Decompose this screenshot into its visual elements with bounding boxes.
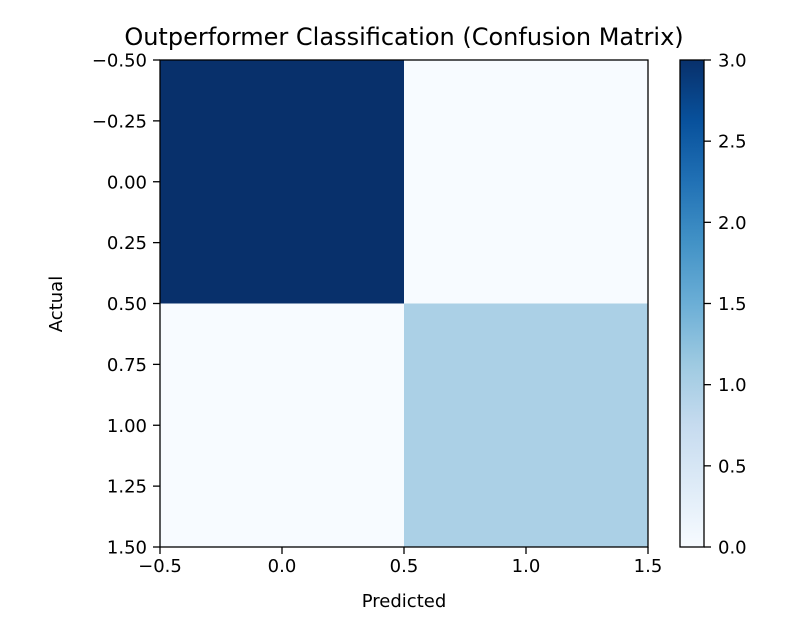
heatmap-cells: [160, 60, 648, 547]
x-tick-label: 0.0: [268, 556, 297, 577]
colorbar-tick-label: 1.5: [718, 294, 747, 315]
heatmap-cell-r0-c0: [160, 60, 404, 304]
y-tick-label: 0.00: [107, 172, 147, 193]
x-tick-label: 0.5: [390, 556, 419, 577]
heatmap-cell-r1-c1: [404, 303, 648, 547]
y-tick-label: 1.50: [107, 538, 147, 559]
y-tick-label: 1.00: [107, 416, 147, 437]
x-axis-label: Predicted: [362, 591, 447, 612]
y-tick-label: 0.25: [107, 233, 147, 254]
y-tick-label: 1.25: [107, 477, 147, 498]
colorbar-gradient: [680, 60, 704, 547]
x-tick-label: 1.0: [512, 556, 541, 577]
colorbar-axis: 0.0 0.5 1.0 1.5 2.0 2.5 3.0: [704, 51, 747, 559]
colorbar-tick-label: 0.5: [718, 456, 747, 477]
colorbar-tick-label: 0.0: [718, 538, 747, 559]
heatmap-cell-r1-c0: [160, 303, 404, 547]
x-tick-label: −0.5: [138, 556, 182, 577]
chart-title: Outperformer Classification (Confusion M…: [124, 23, 683, 51]
x-axis: −0.5 0.0 0.5 1.0 1.5: [138, 547, 662, 577]
y-axis: −0.50 −0.25 0.00 0.25 0.50 0.75 1.00 1.25 1.50: [92, 51, 160, 559]
y-axis-label: Actual: [46, 276, 67, 332]
colorbar-tick-label: 2.5: [718, 132, 747, 153]
colorbar-tick-label: 3.0: [718, 51, 747, 72]
heatmap-cell-r0-c1: [404, 60, 648, 304]
y-tick-label: 0.75: [107, 355, 147, 376]
y-tick-label: 0.50: [107, 294, 147, 315]
x-tick-label: 1.5: [634, 556, 663, 577]
colorbar-tick-label: 2.0: [718, 213, 747, 234]
y-tick-label: −0.50: [92, 51, 147, 72]
colorbar-tick-label: 1.0: [718, 375, 747, 396]
y-tick-label: −0.25: [92, 111, 147, 132]
